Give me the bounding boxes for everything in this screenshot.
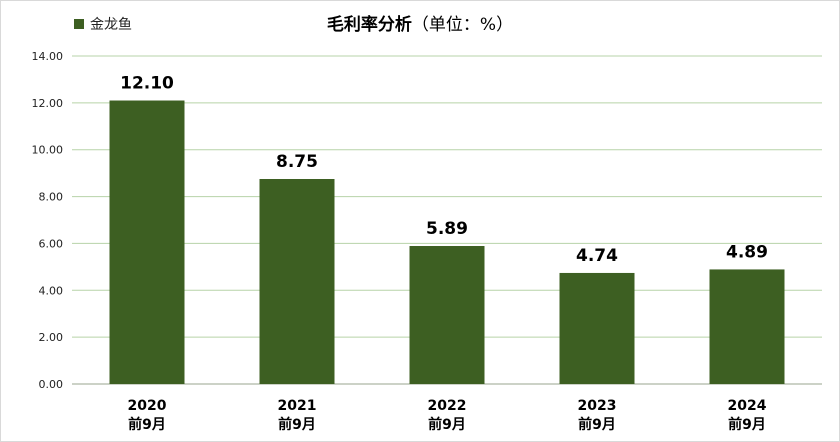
x-tick-label-year: 2020 [128,398,167,414]
y-tick-label: 14.00 [32,50,64,63]
y-tick-label: 8.00 [39,191,64,204]
x-tick-label-period: 前9月 [728,416,766,433]
data-label: 8.75 [276,152,318,172]
x-tick-label-year: 2024 [728,398,767,414]
y-tick-label: 0.00 [39,378,64,391]
bar [109,100,185,384]
data-label: 4.89 [726,242,768,262]
data-label: 5.89 [426,219,468,239]
x-tick-label-period: 前9月 [428,416,466,433]
bar [709,269,785,384]
legend: 金龙鱼 [74,14,132,34]
chart-title-main: 毛利率分析 [326,15,412,35]
x-tick-label-year: 2023 [578,398,617,414]
x-tick-label-year: 2022 [428,398,467,414]
y-tick-label: 12.00 [32,97,64,110]
chart-title-unit: （单位：%） [411,15,514,35]
y-tick-label: 2.00 [39,331,64,344]
x-tick-label-period: 前9月 [128,416,166,433]
legend-swatch [74,19,84,29]
legend-label: 金龙鱼 [90,17,132,33]
bar [559,272,635,384]
y-tick-label: 10.00 [32,144,64,157]
x-tick-label-period: 前9月 [578,416,616,433]
y-tick-label: 6.00 [39,237,64,250]
y-tick-label: 4.00 [39,284,64,297]
data-label: 12.10 [120,74,174,94]
x-tick-label-year: 2021 [278,398,317,414]
x-tick-label-period: 前9月 [278,416,316,433]
chart-title: 毛利率分析（单位：%） [0,10,840,35]
bar [409,246,485,384]
bar [259,179,335,384]
data-label: 4.74 [576,246,618,266]
